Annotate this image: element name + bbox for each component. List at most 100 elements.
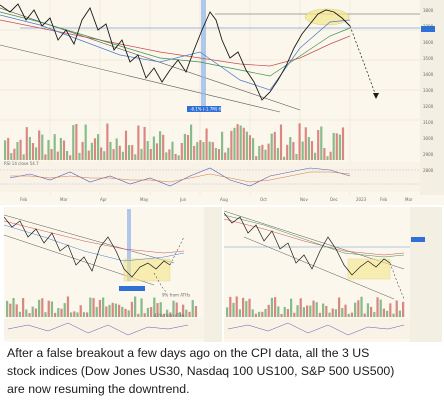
volume-bar bbox=[162, 134, 165, 160]
volume-bar bbox=[44, 312, 47, 317]
volume-bar bbox=[245, 131, 248, 160]
volume-bar bbox=[134, 154, 137, 160]
volume-bar bbox=[202, 142, 205, 160]
volume-bar bbox=[121, 306, 124, 317]
volume-bar bbox=[286, 309, 290, 317]
svg-text:Dec: Dec bbox=[330, 197, 338, 202]
svg-text:Feb: Feb bbox=[20, 197, 28, 202]
volume-bar bbox=[293, 312, 296, 317]
volume-bar bbox=[299, 298, 302, 317]
volume-bar bbox=[140, 148, 143, 160]
volume-bar bbox=[82, 312, 86, 317]
volume-bar bbox=[315, 302, 318, 317]
caption-line-3: are now resuming the downtrend. bbox=[7, 382, 190, 396]
volume-bar bbox=[280, 313, 283, 317]
volume-bar bbox=[114, 303, 118, 317]
volume-bar bbox=[59, 137, 62, 160]
volume-bar bbox=[53, 134, 56, 160]
volume-bar bbox=[137, 125, 140, 160]
volume-bar bbox=[307, 137, 310, 160]
volume-bar bbox=[255, 156, 258, 160]
volume-bar bbox=[251, 309, 254, 317]
volume-bar bbox=[22, 154, 25, 160]
volume-bar bbox=[18, 311, 22, 317]
volume-bar bbox=[56, 151, 59, 160]
volume-bar bbox=[98, 299, 102, 317]
volume-bar bbox=[182, 304, 185, 317]
volume-bar bbox=[238, 309, 242, 317]
volume-bar bbox=[105, 306, 108, 317]
volume-bar bbox=[72, 125, 75, 160]
volume-bar bbox=[178, 312, 182, 317]
volume-bar bbox=[63, 303, 66, 317]
volume-bar bbox=[274, 297, 277, 317]
volume-bar bbox=[155, 143, 159, 160]
svg-text:Nov: Nov bbox=[300, 197, 308, 202]
volume-bar bbox=[28, 313, 31, 317]
volume-bar bbox=[106, 123, 109, 160]
volume-bar bbox=[140, 298, 143, 317]
svg-text:Mar: Mar bbox=[60, 197, 68, 202]
volume-bar bbox=[270, 133, 273, 160]
volume-bar bbox=[13, 148, 16, 160]
volume-bar bbox=[171, 141, 174, 160]
volume-bar bbox=[363, 313, 366, 317]
volume-bar bbox=[47, 140, 50, 160]
volume-bar bbox=[226, 307, 229, 317]
volume-bar bbox=[159, 302, 162, 317]
volume-bar bbox=[66, 296, 70, 317]
volume-bar bbox=[317, 130, 320, 160]
sub-index-chart-right[interactable] bbox=[224, 207, 442, 342]
svg-text:3400: 3400 bbox=[423, 72, 434, 77]
volume-bar bbox=[301, 141, 304, 160]
volume-bar bbox=[242, 297, 245, 317]
svg-text:Feb: Feb bbox=[380, 197, 388, 202]
projection-arrowhead-icon bbox=[373, 93, 379, 99]
volume-bar bbox=[35, 147, 38, 160]
volume-bar bbox=[78, 152, 81, 160]
volume-bar bbox=[174, 153, 177, 160]
volume-bar bbox=[188, 311, 191, 317]
svg-text:2023: 2023 bbox=[356, 197, 367, 202]
volume-bar bbox=[81, 141, 84, 160]
volume-bar bbox=[146, 140, 149, 160]
svg-text:Apr: Apr bbox=[100, 197, 107, 202]
volume-bar bbox=[267, 304, 270, 317]
sub-index-chart-left[interactable]: 9% from ATHs 42% from ATHs bbox=[4, 207, 222, 342]
volume-bar bbox=[310, 141, 314, 160]
volume-bar bbox=[279, 124, 283, 160]
volume-bar bbox=[379, 299, 382, 317]
svg-text:May: May bbox=[140, 197, 149, 202]
volume-bar bbox=[376, 297, 379, 317]
volume-bar bbox=[398, 310, 402, 317]
volume-bar bbox=[286, 144, 289, 160]
volume-bar bbox=[190, 124, 193, 160]
volume-bar bbox=[239, 125, 242, 160]
volume-bar bbox=[357, 300, 360, 317]
volume-bar bbox=[47, 300, 50, 317]
volume-bar bbox=[295, 153, 298, 160]
volume-bar bbox=[338, 134, 341, 160]
volume-bar bbox=[162, 313, 166, 317]
volume-bar bbox=[41, 298, 44, 317]
volume-bar bbox=[76, 312, 79, 317]
volume-bar bbox=[97, 134, 100, 160]
volume-bar bbox=[44, 154, 47, 160]
volume-bar bbox=[389, 303, 392, 317]
volume-bar bbox=[186, 135, 190, 160]
volume-bar bbox=[28, 136, 31, 160]
volume-bar bbox=[124, 130, 128, 160]
volume-bar bbox=[102, 297, 105, 317]
volume-bar bbox=[318, 312, 322, 317]
volume-bar bbox=[31, 306, 34, 317]
volume-bar bbox=[341, 308, 344, 317]
volume-bar bbox=[261, 311, 264, 317]
volume-bar bbox=[38, 130, 41, 160]
volume-bar bbox=[283, 306, 286, 317]
volume-bar bbox=[146, 307, 150, 317]
volume-bar bbox=[115, 138, 118, 160]
volume-bar bbox=[112, 149, 115, 160]
volume-bar bbox=[312, 300, 315, 317]
